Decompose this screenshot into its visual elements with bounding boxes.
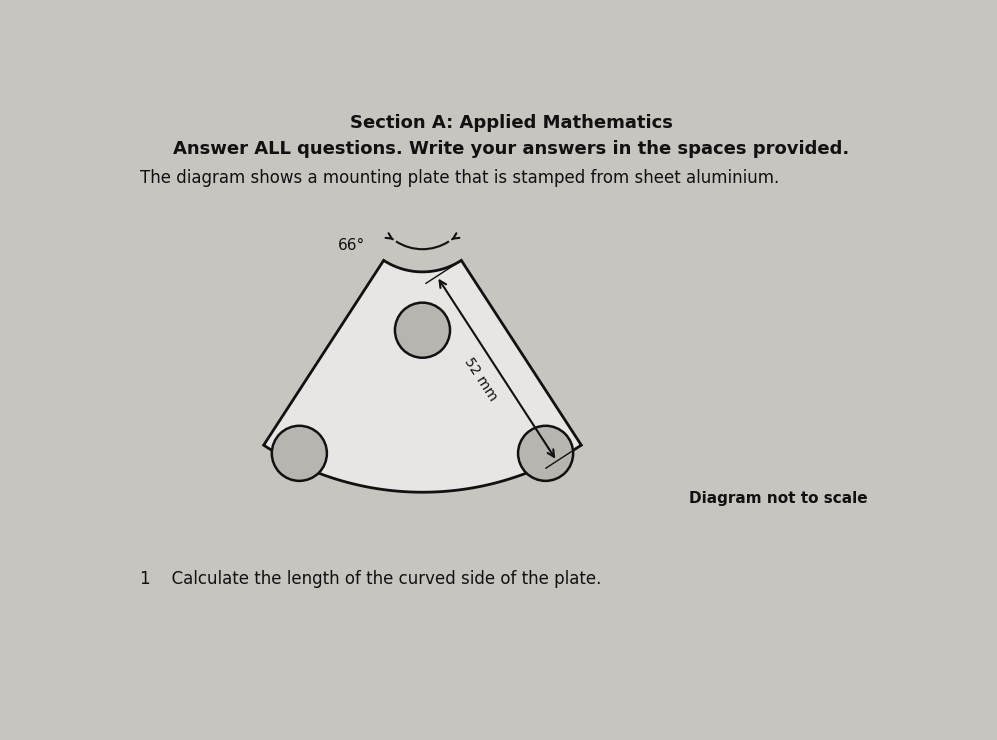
Text: Diagram not to scale: Diagram not to scale (689, 491, 867, 505)
Circle shape (272, 425, 327, 481)
Text: Answer ALL questions. Write your answers in the spaces provided.: Answer ALL questions. Write your answers… (172, 140, 849, 158)
Polygon shape (263, 260, 581, 492)
Text: 52 mm: 52 mm (462, 355, 499, 403)
Circle shape (395, 303, 450, 357)
Text: 1    Calculate the length of the curved side of the plate.: 1 Calculate the length of the curved sid… (140, 571, 601, 588)
Text: The diagram shows a mounting plate that is stamped from sheet aluminium.: The diagram shows a mounting plate that … (140, 169, 780, 186)
Text: 66°: 66° (338, 238, 365, 254)
Text: Section A: Applied Mathematics: Section A: Applied Mathematics (350, 115, 672, 132)
Circle shape (518, 425, 573, 481)
